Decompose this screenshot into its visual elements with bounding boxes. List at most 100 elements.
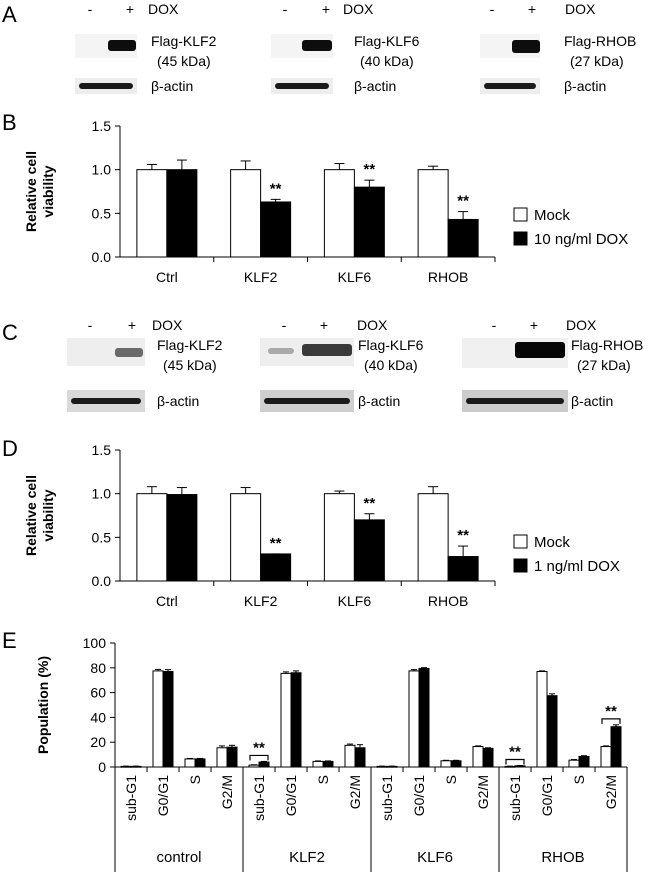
bar — [354, 747, 366, 768]
bar — [546, 695, 558, 768]
bar — [610, 726, 622, 768]
group-label: KLF6 — [417, 849, 453, 866]
bar — [194, 758, 206, 768]
protein-band — [302, 344, 352, 356]
actin-band — [264, 398, 350, 404]
y-axis-label: viability — [40, 165, 56, 217]
y-tick-label: 1.0 — [92, 486, 112, 502]
protein-size-label: (27 kDa) — [570, 53, 624, 69]
phase-label: G2/M — [603, 775, 619, 809]
bar — [166, 169, 198, 258]
bar — [514, 765, 526, 768]
legend-swatch — [513, 207, 528, 222]
bar — [536, 671, 548, 768]
bar — [440, 760, 452, 768]
protein-band — [268, 348, 294, 354]
treatment-label: DOX — [357, 317, 388, 333]
loading-control-label: β-actin — [151, 78, 193, 94]
bar — [216, 747, 228, 768]
protein-band — [515, 342, 565, 358]
actin-band — [79, 83, 133, 89]
y-axis-label: Relative cell — [23, 151, 39, 232]
panel-letter-A: A — [2, 2, 17, 27]
bar — [166, 494, 198, 582]
bar — [376, 765, 388, 768]
y-tick-label: 1.5 — [92, 118, 112, 134]
lane-label-plus: + — [128, 317, 136, 333]
protein-size-label: (40 kDa) — [360, 53, 414, 69]
y-tick-label: 60 — [90, 685, 106, 701]
bar — [280, 672, 292, 768]
x-tick-label: RHOB — [428, 593, 468, 609]
significance-marker: ** — [270, 180, 282, 197]
x-tick-label: Ctrl — [156, 593, 178, 609]
panel-letter-E: E — [2, 628, 17, 653]
protein-label: Flag-KLF2 — [157, 337, 223, 353]
significance-marker: ** — [364, 161, 376, 178]
bar — [472, 746, 484, 768]
y-tick-label: 1.5 — [92, 442, 112, 458]
protein-label: Flag-RHOB — [571, 337, 643, 353]
protein-size-label: (45 kDa) — [157, 53, 211, 69]
phase-label: sub-G1 — [379, 775, 395, 821]
treatment-label: DOX — [148, 1, 179, 17]
significance-bracket — [601, 718, 621, 724]
lane-label-plus: + — [530, 317, 538, 333]
significance-marker: ** — [364, 495, 376, 512]
protein-label: Flag-RHOB — [564, 33, 636, 49]
actin-band — [466, 398, 564, 404]
protein-band — [512, 40, 540, 53]
bar — [418, 667, 430, 768]
loading-control-label: β-actin — [157, 393, 199, 409]
lane-label-minus: - — [282, 317, 287, 333]
x-tick-label: KLF6 — [338, 593, 372, 609]
y-tick-label: 0.0 — [92, 249, 112, 265]
bar — [447, 218, 479, 258]
y-tick-label: 0.5 — [92, 205, 112, 221]
y-axis-label: Population (%) — [35, 656, 51, 754]
significance-bracket — [249, 754, 269, 761]
treatment-label: DOX — [343, 1, 374, 17]
bar — [230, 169, 262, 258]
bar — [130, 765, 142, 768]
lane-label-minus: - — [283, 1, 288, 17]
bar — [323, 169, 355, 258]
x-tick-label: KLF2 — [244, 269, 278, 285]
legend-swatch — [513, 231, 528, 246]
loading-control-label: β-actin — [354, 78, 396, 94]
group-label: RHOB — [541, 849, 584, 866]
bar — [344, 744, 356, 768]
phase-label: S — [187, 775, 203, 784]
group-label: KLF2 — [289, 849, 325, 866]
bar — [353, 519, 385, 582]
bar — [136, 169, 168, 258]
phase-label: G0/G1 — [155, 775, 171, 816]
legend-swatch — [513, 558, 528, 573]
phase-label: sub-G1 — [123, 775, 139, 821]
bar — [312, 760, 324, 768]
lane-label-plus: + — [528, 1, 536, 17]
bar — [482, 747, 494, 768]
bar — [322, 760, 334, 768]
protein-band — [115, 348, 143, 357]
x-tick-label: KLF2 — [244, 593, 278, 609]
bar — [226, 746, 238, 768]
bar — [386, 765, 398, 768]
y-tick-label: 0.0 — [92, 573, 112, 589]
y-axis-label: Relative cell — [23, 475, 39, 556]
lane-label-plus: + — [320, 317, 328, 333]
significance-marker: ** — [457, 527, 469, 544]
bar — [230, 493, 262, 582]
significance-marker: ** — [253, 739, 265, 756]
phase-label: S — [315, 775, 331, 784]
protein-size-label: (27 kDa) — [577, 357, 631, 373]
significance-marker: ** — [270, 535, 282, 552]
loading-control-label: β-actin — [571, 393, 613, 409]
bar — [417, 169, 449, 258]
phase-label: G2/M — [475, 775, 491, 809]
treatment-label: DOX — [566, 317, 597, 333]
y-tick-label: 0.5 — [92, 529, 112, 545]
protein-label: Flag-KLF6 — [358, 337, 424, 353]
legend-label: Mock — [534, 207, 570, 224]
